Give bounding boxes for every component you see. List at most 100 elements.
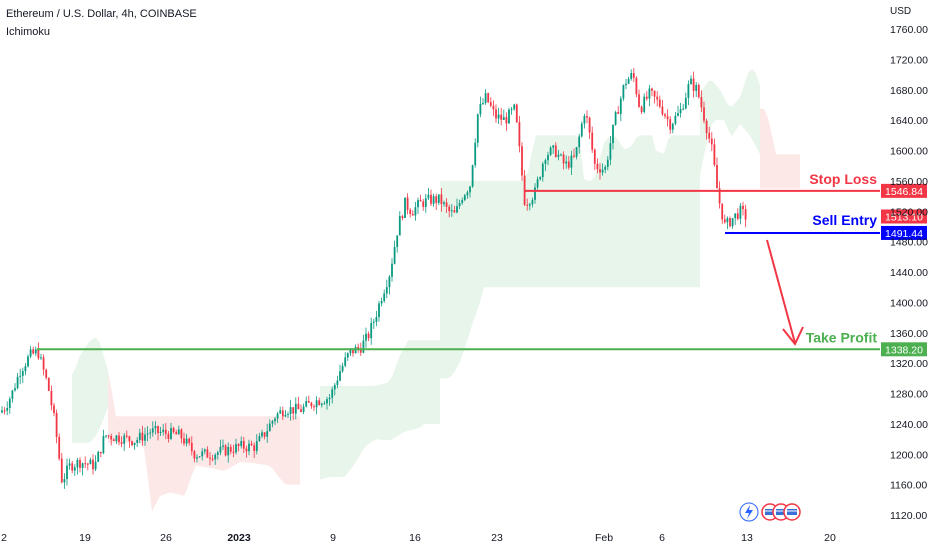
arrow-head	[782, 326, 804, 346]
candle-body	[469, 186, 471, 193]
candle-body	[606, 159, 609, 168]
candle-body	[144, 434, 146, 441]
candle-body	[177, 429, 180, 435]
candle-body	[609, 143, 612, 160]
y-tick-label: 1600.00	[890, 146, 928, 158]
candle-body	[513, 104, 516, 110]
candle-body	[497, 114, 500, 119]
candle-body	[723, 219, 726, 223]
candle-body	[744, 209, 747, 220]
chart-icons	[739, 502, 801, 522]
candle-body	[37, 349, 40, 359]
candle-body	[120, 442, 123, 444]
candle-body	[92, 459, 94, 470]
candle-body	[297, 403, 300, 410]
candle-body	[521, 146, 523, 176]
candle-body	[586, 116, 588, 118]
candle-body	[240, 441, 243, 446]
candle-body	[461, 200, 464, 203]
candle-body	[123, 435, 126, 444]
y-tick-label: 1240.00	[890, 419, 928, 431]
currency-label: USD	[890, 6, 912, 17]
y-tick-label: 1640.00	[890, 115, 928, 127]
candle-body	[549, 147, 552, 155]
candle-body	[320, 403, 323, 406]
candle-body	[198, 456, 201, 458]
candle-body	[393, 247, 396, 264]
candle-body	[365, 333, 367, 341]
candle-body	[253, 445, 256, 452]
candle-body	[1, 410, 3, 413]
candle-body	[271, 421, 274, 424]
candle-body	[648, 88, 651, 99]
candle-body	[679, 109, 682, 114]
candle-body	[622, 85, 625, 99]
level-badge	[881, 342, 927, 357]
candle-body	[258, 436, 261, 442]
candle-body	[333, 384, 336, 390]
candle-body	[118, 435, 120, 443]
candle-body	[625, 83, 627, 86]
y-tick-label: 1560.00	[890, 176, 928, 188]
level-badge-text: 1338.20	[885, 344, 923, 356]
trade-levels: Stop Loss 1546.84 Sell Entry 1491.44 Take Pr…	[37, 171, 927, 357]
candle-body	[8, 398, 11, 408]
level-badge-text: 1546.84	[885, 186, 923, 198]
time-axis: 2 19 26 2023 9 16 23 Feb 6 13 20	[1, 532, 836, 544]
candle-body	[617, 112, 620, 114]
candle-body	[492, 105, 495, 110]
candle-body	[651, 88, 653, 91]
x-tick-label: 2	[1, 532, 7, 544]
candle-body	[601, 169, 604, 173]
candle-body	[164, 429, 167, 434]
candle-body	[71, 463, 74, 471]
cloud-segment	[108, 370, 300, 512]
candle-body	[573, 155, 575, 157]
candle-body	[73, 467, 76, 471]
cloud-segment	[700, 69, 760, 176]
cloud-segment	[72, 337, 108, 443]
candle-body	[445, 202, 448, 207]
candle-body	[157, 426, 159, 434]
candle-body	[89, 459, 92, 465]
candle-body	[570, 155, 573, 168]
candle-body	[471, 165, 474, 187]
candle-body	[705, 120, 708, 133]
candle-body	[430, 194, 432, 204]
candle-body	[552, 145, 555, 148]
candle-body	[224, 445, 227, 456]
current-price-badge	[881, 209, 927, 224]
candle-body	[94, 461, 97, 470]
candle-body	[536, 179, 539, 188]
candle-body	[736, 213, 739, 219]
candle-body	[645, 96, 648, 99]
candle-body	[401, 216, 404, 218]
candle-body	[6, 407, 9, 411]
candle-body	[396, 235, 399, 248]
candle-body	[575, 147, 578, 157]
candle-body	[344, 357, 347, 366]
candle-body	[279, 410, 282, 414]
candle-body	[489, 102, 492, 106]
level-label: Sell Entry	[812, 212, 877, 228]
cloud-segment	[760, 108, 800, 189]
y-tick-label: 1360.00	[890, 328, 928, 340]
candle-body	[352, 348, 354, 354]
candle-body	[614, 112, 617, 125]
candle-body	[440, 194, 443, 205]
candle-body	[341, 365, 344, 372]
candle-body	[541, 163, 544, 178]
candle-body	[495, 109, 497, 119]
candle-body	[580, 123, 583, 137]
candle-body	[385, 287, 388, 294]
candle-body	[367, 333, 370, 339]
cloud-segment	[320, 340, 440, 480]
candle-body	[268, 423, 271, 432]
y-tick-label: 1520.00	[890, 206, 928, 218]
candle-body	[437, 194, 440, 203]
candle-body	[500, 114, 503, 120]
candle-body	[201, 451, 204, 457]
candle-body	[349, 348, 352, 354]
candle-body	[515, 104, 518, 123]
candle-body	[105, 435, 107, 437]
